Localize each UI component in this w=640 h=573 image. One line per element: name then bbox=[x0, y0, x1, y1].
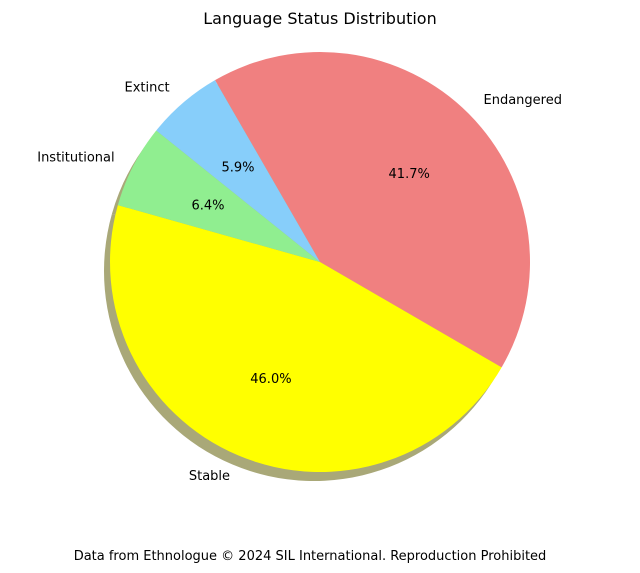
chart-title: Language Status Distribution bbox=[203, 9, 436, 28]
pie-wedges bbox=[110, 52, 531, 473]
wedge-stable bbox=[110, 205, 502, 473]
source-footer: Data from Ethnologue © 2024 SIL Internat… bbox=[74, 549, 547, 564]
wedge-endangered bbox=[215, 52, 531, 368]
pct-label-endangered: 41.7% bbox=[389, 167, 430, 182]
label-endangered: Endangered bbox=[484, 93, 562, 108]
label-stable: Stable bbox=[189, 469, 230, 484]
pct-label-extinct: 5.9% bbox=[221, 160, 254, 175]
pie-labels: Endangered 41.7% Stable 46.0% Institutional 6… bbox=[37, 81, 562, 484]
wedge-institutional bbox=[117, 130, 320, 262]
wedge-extinct bbox=[156, 80, 320, 262]
pct-label-stable: 46.0% bbox=[250, 372, 291, 387]
label-institutional: Institutional bbox=[37, 150, 114, 165]
pct-label-institutional: 6.4% bbox=[191, 198, 224, 213]
label-extinct: Extinct bbox=[125, 81, 170, 96]
